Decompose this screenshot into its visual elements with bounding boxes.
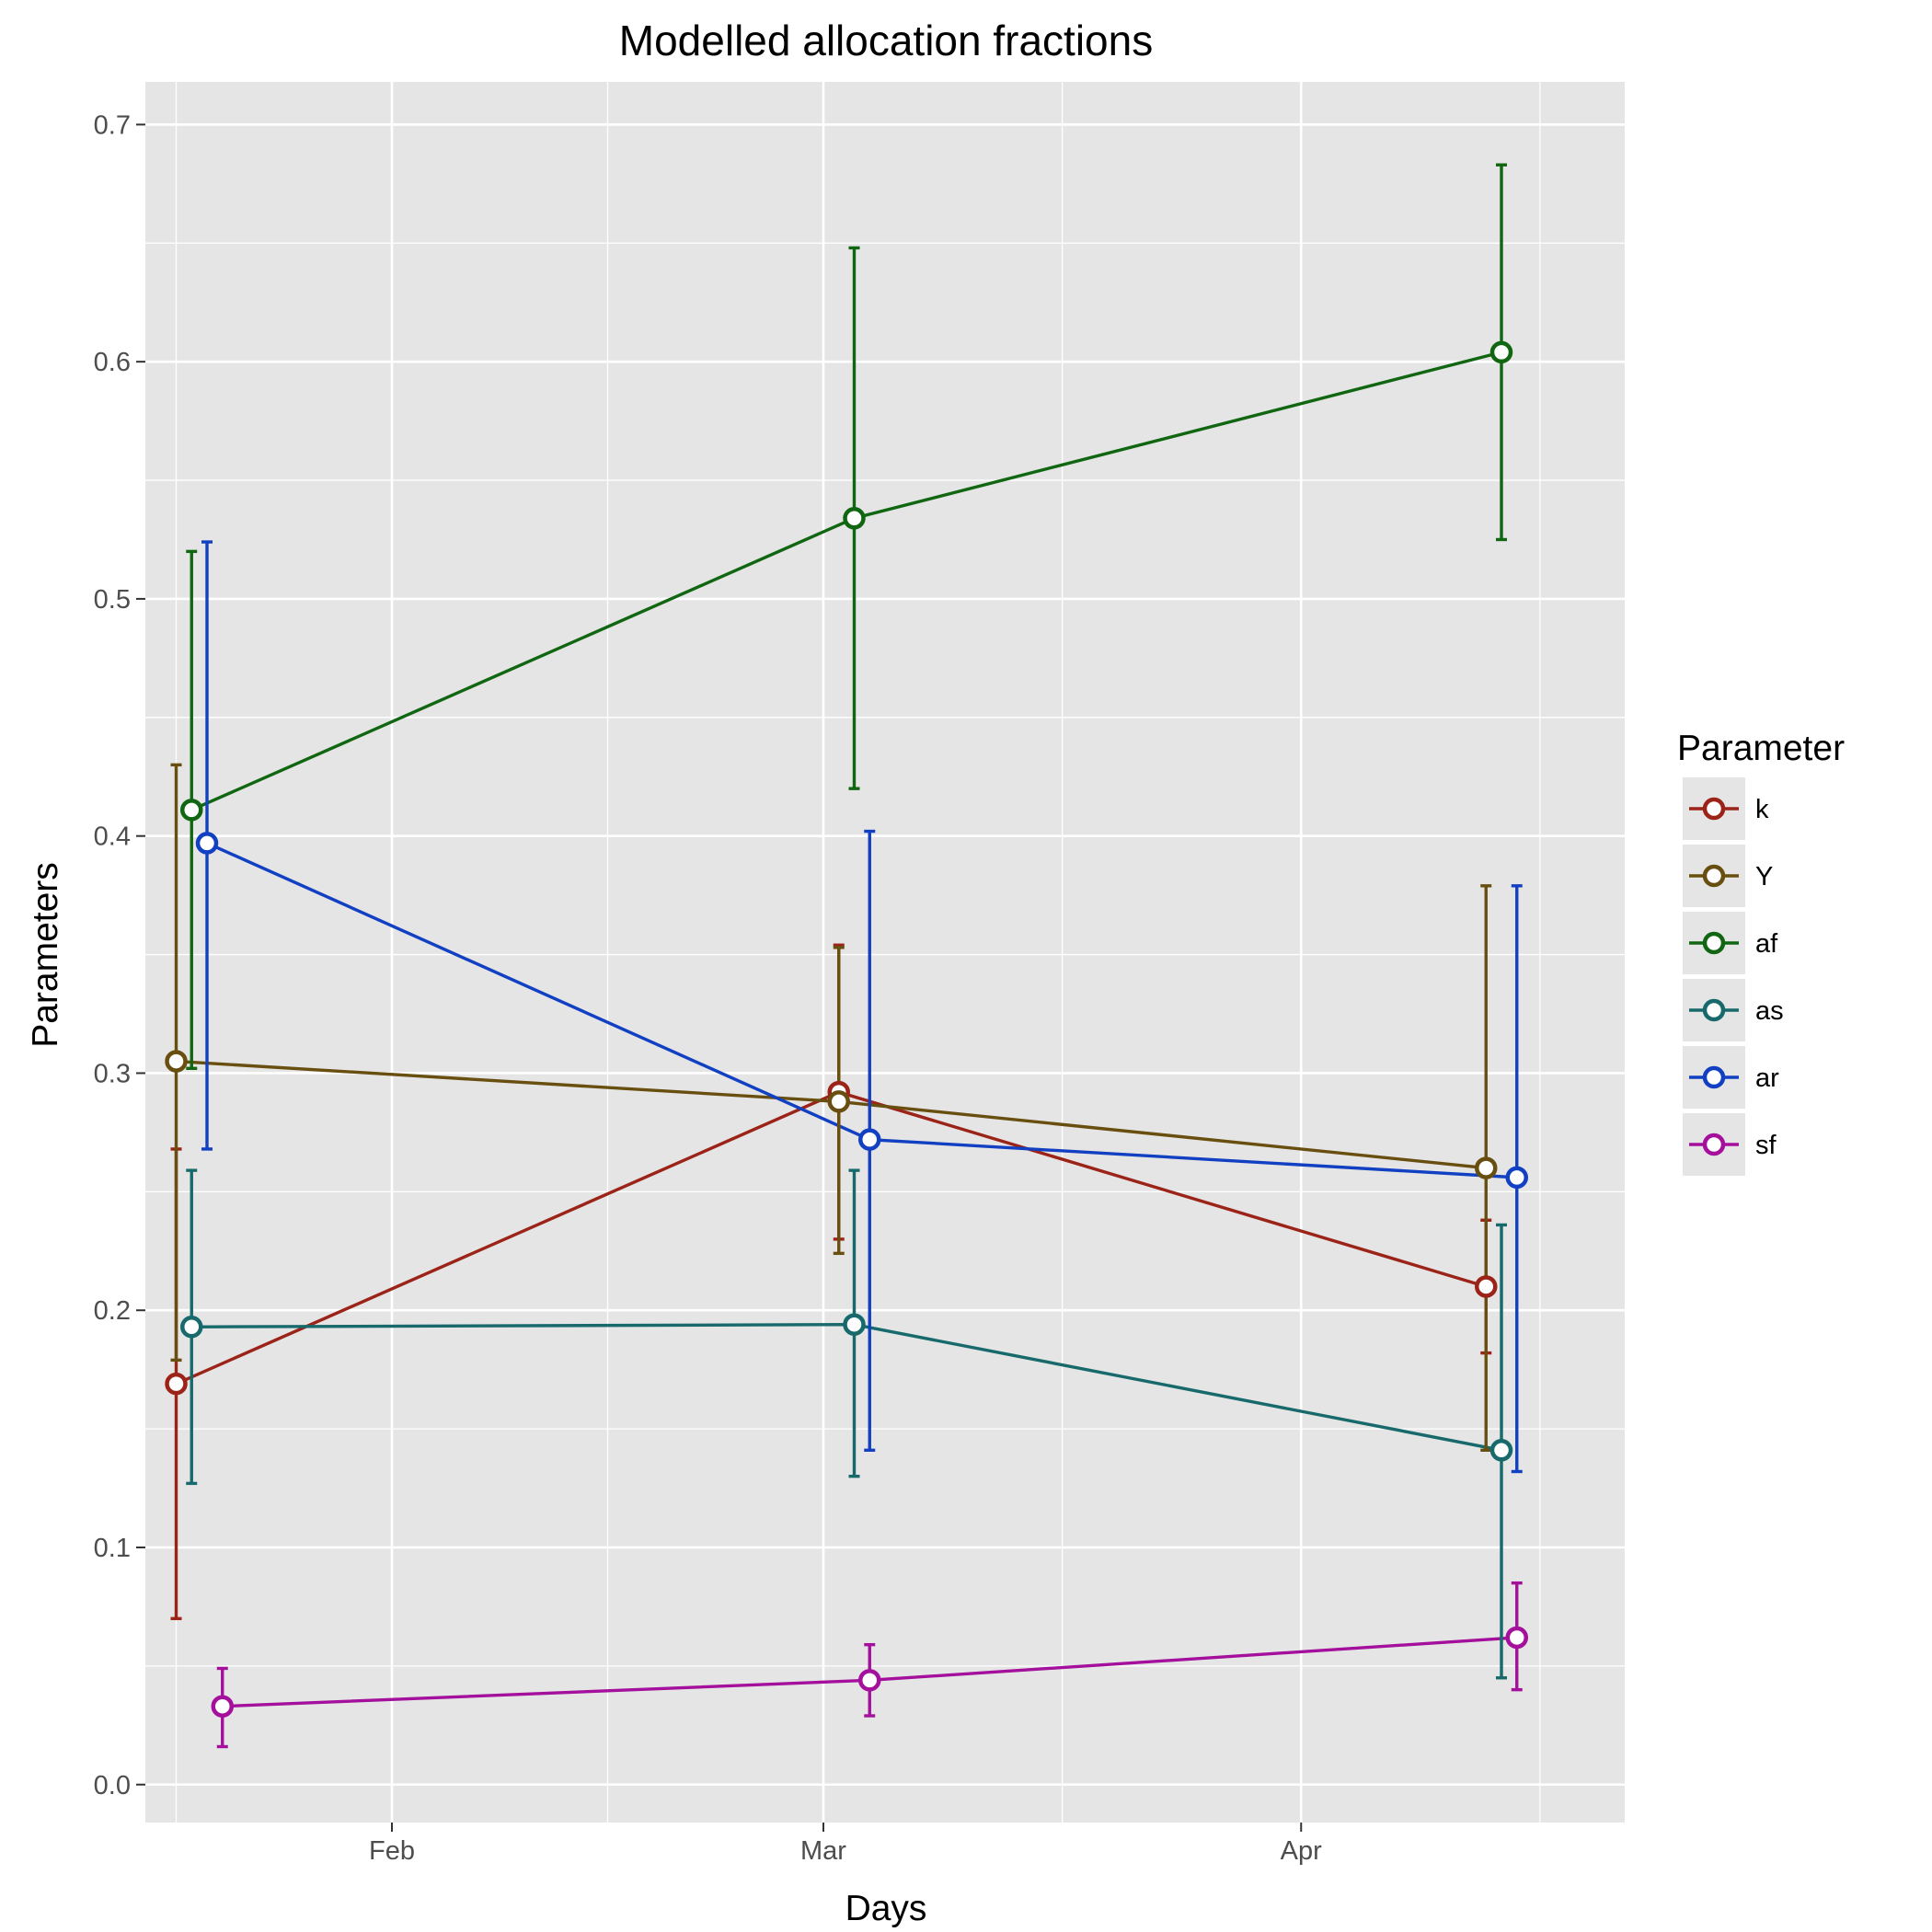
y-tick-label: 0.4 — [94, 822, 131, 852]
chart-title: Modelled allocation fractions — [619, 17, 1153, 64]
major-gridlines — [145, 82, 1625, 1823]
legend-item-Y: Y — [1683, 845, 1773, 907]
legend-item-sf: sf — [1683, 1113, 1777, 1176]
y-tick-label: 0.0 — [94, 1771, 131, 1800]
y-tick-label: 0.3 — [94, 1059, 131, 1088]
data-point-ar — [1505, 1166, 1528, 1190]
legend-label: sf — [1755, 1131, 1777, 1160]
x-tick-label: Mar — [800, 1836, 846, 1866]
plot-panel — [145, 82, 1625, 1823]
legend-key-marker — [1702, 1133, 1726, 1156]
x-axis: Feb Mar Apr — [369, 1823, 1322, 1866]
legend-item-ar: ar — [1683, 1046, 1779, 1109]
x-tick-label: Feb — [369, 1836, 415, 1866]
y-axis-title: Parameters — [26, 862, 65, 1048]
legend-key-marker — [1702, 931, 1726, 955]
legend-label: as — [1755, 996, 1784, 1026]
x-axis-title: Days — [845, 1889, 927, 1928]
series-points — [165, 340, 1528, 1718]
legend-item-k: k — [1683, 777, 1769, 840]
legend-item-as: as — [1683, 979, 1784, 1041]
data-point-as — [180, 1316, 203, 1339]
legend-title: Parameter — [1677, 729, 1845, 768]
legend-key-marker — [1702, 797, 1726, 821]
data-point-af — [843, 507, 866, 530]
data-point-Y — [827, 1090, 850, 1113]
y-tick-label: 0.2 — [94, 1296, 131, 1326]
data-point-ar — [195, 832, 219, 855]
data-point-k — [165, 1372, 188, 1396]
data-point-as — [843, 1313, 866, 1336]
data-point-as — [1489, 1439, 1513, 1462]
data-point-sf — [211, 1695, 234, 1718]
data-point-sf — [1505, 1626, 1528, 1650]
data-point-af — [1489, 340, 1513, 364]
y-tick-label: 0.5 — [94, 585, 131, 615]
legend-key-marker — [1702, 998, 1726, 1022]
y-tick-label: 0.6 — [94, 348, 131, 377]
legend-key-marker — [1702, 1065, 1726, 1089]
y-tick-label: 0.7 — [94, 110, 131, 140]
legend-label: Y — [1755, 862, 1773, 891]
legend-item-af: af — [1683, 912, 1778, 974]
y-axis: 0.0 0.1 0.2 0.3 0.4 0.5 0.6 0.7 — [94, 110, 145, 1800]
data-point-Y — [165, 1050, 188, 1073]
y-tick-label: 0.1 — [94, 1534, 131, 1563]
x-tick-label: Apr — [1281, 1836, 1322, 1866]
legend-items: k Yaf as ar sf — [1683, 777, 1784, 1176]
data-point-ar — [858, 1128, 881, 1151]
legend-label: k — [1755, 795, 1769, 824]
legend-label: ar — [1755, 1064, 1779, 1093]
data-point-Y — [1475, 1156, 1498, 1179]
legend-key-marker — [1702, 864, 1726, 888]
legend-label: af — [1755, 929, 1778, 959]
data-point-sf — [858, 1669, 881, 1692]
legend: Parameter k Yaf as ar sf — [1677, 729, 1845, 1176]
data-point-k — [1475, 1275, 1498, 1298]
data-point-af — [180, 799, 203, 822]
